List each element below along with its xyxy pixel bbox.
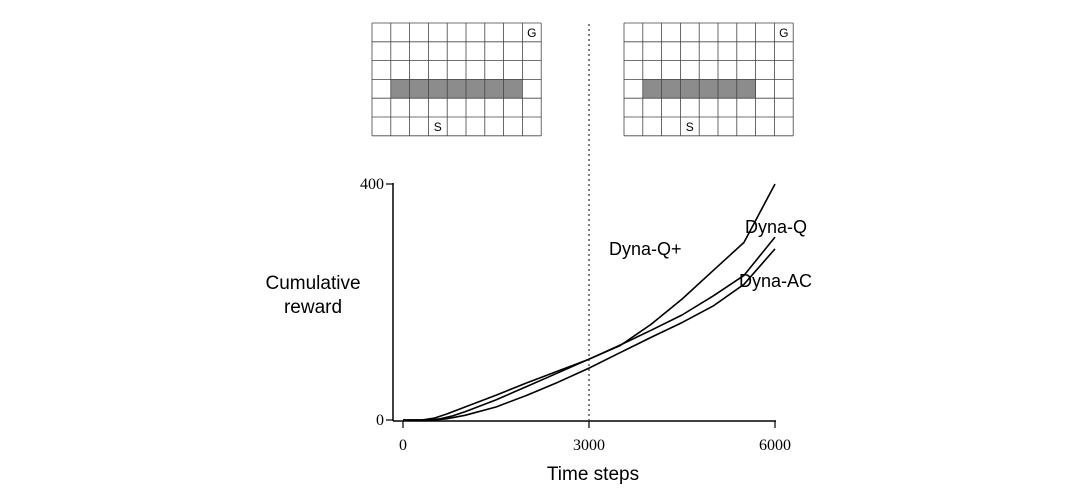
x-tick-label: 0 bbox=[399, 437, 407, 454]
maze-goal-label: G bbox=[779, 26, 788, 40]
series-label-dyna-q-plus: Dyna-Q+ bbox=[609, 239, 682, 259]
maze-after: SG bbox=[623, 22, 794, 137]
series-line-dyna-ac bbox=[403, 248, 776, 421]
maze-start-label: S bbox=[686, 120, 694, 134]
maze-wall bbox=[390, 79, 523, 99]
x-tick-label: 3000 bbox=[573, 437, 605, 454]
maze-before: SG bbox=[371, 22, 542, 137]
ylabel-line1: Cumulative bbox=[265, 273, 360, 294]
maze-start-label: S bbox=[434, 120, 442, 134]
series-line-dyna-q- bbox=[403, 183, 776, 421]
axis-ticks: 0 3000 6000 0 400 bbox=[360, 176, 791, 454]
series-label-dyna-ac: Dyna-AC bbox=[739, 271, 812, 291]
maze-goal-label: G bbox=[527, 26, 536, 40]
x-tick-label: 6000 bbox=[759, 437, 791, 454]
xlabel: Time steps bbox=[547, 464, 639, 485]
series-lines bbox=[403, 183, 776, 421]
series-label-dyna-q: Dyna-Q bbox=[745, 217, 807, 237]
y-tick-label: 400 bbox=[360, 176, 384, 193]
y-tick-label: 0 bbox=[376, 412, 384, 429]
ylabel-line2: reward bbox=[284, 297, 342, 318]
cumulative-reward-chart: 0 3000 6000 0 400 Cumulative reward Time ste… bbox=[265, 24, 812, 485]
series-line-dyna-q bbox=[403, 236, 776, 421]
